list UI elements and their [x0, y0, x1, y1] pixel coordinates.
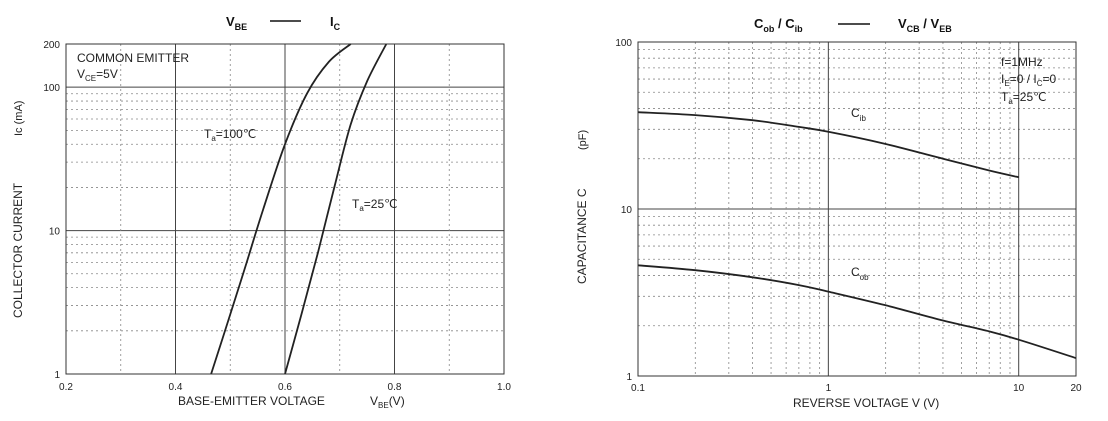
vbe-ic-title: VBE — [226, 14, 247, 32]
cap-ta-t: T — [1001, 90, 1009, 104]
ta100-label: Ta=100℃ — [204, 127, 256, 143]
cap-ta-label: Ta=25℃ — [1001, 90, 1047, 106]
ic-sub: C — [1037, 79, 1043, 88]
vbe-xlabel: BASE-EMITTER VOLTAGE — [178, 394, 325, 408]
title-vcb-sub: CB — [907, 24, 920, 34]
vbe-x-tick-label: 0.6 — [278, 382, 292, 393]
vbe-x-tick-label: 0.2 — [59, 382, 73, 393]
vbe-xunit: VBE(V) — [370, 394, 405, 410]
vce-sub: CE — [85, 74, 96, 83]
reverse-voltage-xlabel: REVERSE VOLTAGE V (V) — [793, 396, 939, 410]
voltage-x-tick-label: 1 — [826, 383, 832, 394]
vbe-ic-frame — [65, 43, 505, 375]
cob-sub: ob — [860, 273, 869, 282]
ta100-t: T — [204, 127, 212, 141]
vbe-xunit-sub: BE — [378, 401, 389, 410]
title-vcb: V — [898, 16, 907, 31]
title-ic: I — [330, 14, 334, 29]
vbe-ic-title-ic: IC — [330, 14, 341, 32]
common-emitter-label: COMMON EMITTER — [77, 51, 189, 65]
ta25-t: T — [352, 197, 360, 211]
cib-curve — [637, 111, 1019, 179]
voltage-x-tick-label: 20 — [1070, 383, 1082, 394]
vbe-x-tick-label: 0.8 — [388, 382, 402, 393]
title-veb-sub: EB — [939, 24, 952, 34]
capacitance-curves — [637, 111, 1077, 359]
voltage-x-tick-label: 0.1 — [631, 383, 645, 394]
cap-ta-value: =25℃ — [1013, 90, 1047, 104]
ic-y-tick-label: 10 — [49, 227, 61, 238]
ic-yunit: Ic (mA) — [13, 101, 25, 136]
capacitance-frame — [637, 41, 1077, 377]
cib-c: C — [851, 106, 860, 120]
vbe-ic-grid — [66, 44, 504, 374]
ta25-value: =25℃ — [364, 197, 398, 211]
ic-y-tick-label: 100 — [43, 83, 60, 94]
ta25-sub: a — [359, 204, 364, 213]
ta100-sub: a — [211, 134, 216, 143]
capacitance-grid — [638, 42, 1076, 376]
ie-ic-label: IE=0 / IC=0 — [1001, 72, 1057, 88]
ic-y-tick-label: 1 — [54, 370, 60, 381]
vce-value: =5V — [96, 67, 118, 81]
cob-c: C — [851, 265, 860, 279]
ta25-curve — [284, 43, 388, 375]
cob-curve — [637, 264, 1077, 359]
vbe-xunit-sym: V — [370, 394, 378, 408]
ic-y-tick-label: 200 — [43, 40, 60, 51]
ta100-value: =100℃ — [216, 127, 257, 141]
title-cob-sub: ob — [763, 24, 774, 34]
cap-y-tick-label: 10 — [621, 205, 633, 216]
cib-label: Cib — [851, 106, 866, 123]
ta100-curve — [210, 43, 352, 375]
title-vbe: V — [226, 14, 235, 29]
cob-label: Cob — [851, 265, 869, 282]
cap-y-tick-label: 100 — [615, 38, 632, 49]
cap-ta-sub: a — [1008, 97, 1013, 106]
vce-label: VCE=5V — [77, 67, 118, 83]
title-cib: C — [785, 16, 795, 31]
ie-i: I — [1001, 72, 1004, 86]
cap-title-right: VCB / VEB — [898, 16, 952, 34]
cap-y-tick-label: 1 — [626, 372, 632, 383]
ta25-label: Ta=25℃ — [352, 197, 398, 213]
title-veb: V — [931, 16, 940, 31]
title-cib-sub: ib — [795, 24, 804, 34]
voltage-x-tick-label: 10 — [1013, 383, 1025, 394]
title-ic-sub: C — [334, 22, 341, 32]
cib-sub: ib — [860, 114, 867, 123]
vbe-ic-curves — [210, 43, 388, 375]
capacitance-ylabel: CAPACITANCE C — [575, 188, 589, 284]
vbe-x-tick-label: 0.4 — [169, 382, 183, 393]
title-cob: C — [754, 16, 764, 31]
ie-value: =0 / I — [1010, 72, 1037, 86]
ic-ylabel: COLLECTOR CURRENT — [11, 182, 25, 318]
ie-sub: E — [1004, 79, 1009, 88]
vbe-ic-tick-labels: 0.2 0.4 0.6 0.8 1.0 1 10 100 200 — [43, 40, 511, 393]
vbe-xunit-unit: (V) — [389, 394, 405, 408]
ic-value: =0 — [1043, 72, 1057, 86]
title-vbe-sub: BE — [235, 22, 248, 32]
freq-label: f=1MHz — [1001, 55, 1043, 69]
capacitance-yunit: (pF) — [577, 130, 589, 150]
vbe-x-tick-label: 1.0 — [497, 382, 511, 393]
vce-v: V — [77, 67, 85, 81]
cap-title-left: Cob / Cib — [754, 16, 803, 34]
